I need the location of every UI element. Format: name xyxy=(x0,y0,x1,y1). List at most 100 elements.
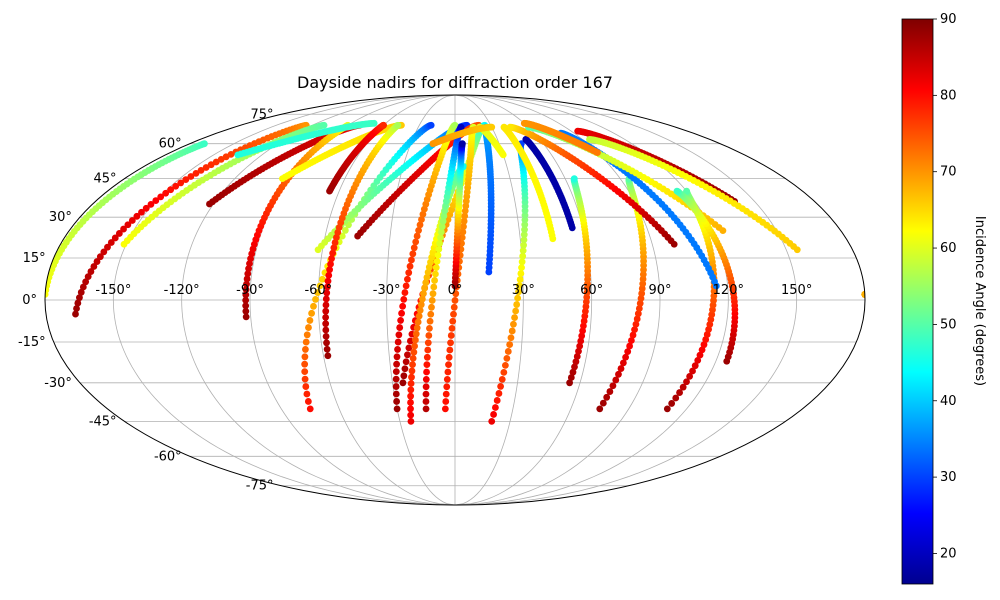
colorbar xyxy=(901,18,934,585)
nadir-point xyxy=(301,353,309,361)
lat-tick-label: -30° xyxy=(44,376,72,391)
nadir-point xyxy=(411,342,418,350)
lat-tick-label: -75° xyxy=(246,479,274,494)
nadir-point xyxy=(698,346,706,354)
nadir-point xyxy=(501,361,509,369)
nadir-point xyxy=(631,326,638,334)
nadir-point xyxy=(392,390,400,398)
nadir-point xyxy=(617,365,625,372)
nadir-point xyxy=(87,268,95,275)
lon-tick-label: 0° xyxy=(448,283,463,298)
nadir-point xyxy=(459,228,467,236)
nadir-point xyxy=(445,361,452,369)
nadir-point xyxy=(522,136,530,143)
nadir-point xyxy=(401,365,409,373)
nadir-point xyxy=(329,249,337,257)
nadir-point xyxy=(319,275,326,283)
nadir-point xyxy=(518,264,525,272)
nadir-point xyxy=(77,288,85,296)
nadir-point xyxy=(304,398,312,405)
nadir-point xyxy=(506,123,514,131)
nadir-point xyxy=(322,295,330,303)
nadir-point xyxy=(422,279,430,287)
nadir-point xyxy=(415,227,422,234)
nadir-point xyxy=(424,339,432,347)
nadir-point xyxy=(82,278,90,286)
nadir-point xyxy=(182,176,190,184)
nadir-point xyxy=(518,258,526,266)
nadir-point xyxy=(413,232,421,240)
nadir-point xyxy=(407,411,415,419)
nadir-point xyxy=(443,375,451,383)
nadir-point xyxy=(128,217,136,224)
nadir-point xyxy=(691,362,699,370)
lon-tick-label: -150° xyxy=(95,283,131,298)
nadir-point xyxy=(427,310,435,318)
nadir-point xyxy=(76,294,83,302)
nadir-point xyxy=(393,360,400,368)
nadir-point xyxy=(514,294,522,302)
nadir-point xyxy=(410,348,418,356)
nadir-point xyxy=(407,386,415,394)
nadir-point xyxy=(423,274,431,281)
nadir-point xyxy=(619,359,627,367)
nadir-point xyxy=(152,197,160,204)
lat-tick-label: 75° xyxy=(250,107,273,122)
nadir-point xyxy=(424,268,432,276)
lat-tick-label: 0° xyxy=(22,293,37,308)
nadir-point xyxy=(513,301,521,308)
nadir-point xyxy=(512,307,520,315)
nadir-point xyxy=(302,346,309,353)
nadir-point xyxy=(438,223,446,230)
nadir-point xyxy=(320,121,328,129)
nadir-point xyxy=(201,140,208,148)
nadir-point xyxy=(437,234,444,242)
nadir-point xyxy=(79,283,87,291)
nadir-point xyxy=(242,286,250,293)
nadir-point xyxy=(448,324,456,332)
nadir-point xyxy=(451,121,459,129)
nadir-point xyxy=(303,331,311,339)
nadir-point xyxy=(74,299,82,307)
nadir-point xyxy=(442,398,450,405)
nadir-point xyxy=(167,186,175,194)
nadir-point xyxy=(323,345,331,353)
nadir-point xyxy=(202,164,210,171)
nadir-point xyxy=(420,290,427,297)
nadir-point xyxy=(404,351,411,359)
nadir-point xyxy=(426,324,433,332)
lon-tick-label: 90° xyxy=(648,283,671,298)
nadir-point xyxy=(452,290,460,298)
nadir-point xyxy=(458,140,466,148)
nadir-point xyxy=(312,296,319,303)
nadir-point xyxy=(507,334,515,342)
nadir-point xyxy=(422,390,430,398)
nadir-point xyxy=(115,230,123,237)
colorbar-tick-label: 70 xyxy=(940,165,957,180)
nadir-point xyxy=(395,331,403,339)
lat-tick-label: -15° xyxy=(18,335,46,350)
nadir-point xyxy=(138,208,145,216)
lat-tick-label: -60° xyxy=(154,449,182,464)
nadir-point xyxy=(573,353,581,360)
nadir-point xyxy=(407,380,415,387)
nadir-point xyxy=(322,320,330,328)
nadir-point xyxy=(609,382,617,390)
nadir-point xyxy=(330,244,338,252)
nadir-point xyxy=(521,226,528,234)
nadir-point xyxy=(408,256,415,264)
latitude-tick-labels: -75° -60° -45° -30° -15° 0° 15° 30° 45° 60° 75° xyxy=(18,107,274,493)
nadir-point xyxy=(460,217,468,225)
nadir-point xyxy=(612,376,620,384)
nadir-point xyxy=(577,337,585,345)
nadir-point xyxy=(521,221,529,229)
nadir-point xyxy=(442,390,450,398)
nadir-point xyxy=(497,383,505,390)
nadir-point xyxy=(422,405,430,413)
nadir-point xyxy=(409,250,417,258)
nadir-point xyxy=(323,339,330,347)
nadir-point xyxy=(242,313,250,321)
nadir-point xyxy=(405,269,413,277)
nadir-point xyxy=(407,399,414,406)
